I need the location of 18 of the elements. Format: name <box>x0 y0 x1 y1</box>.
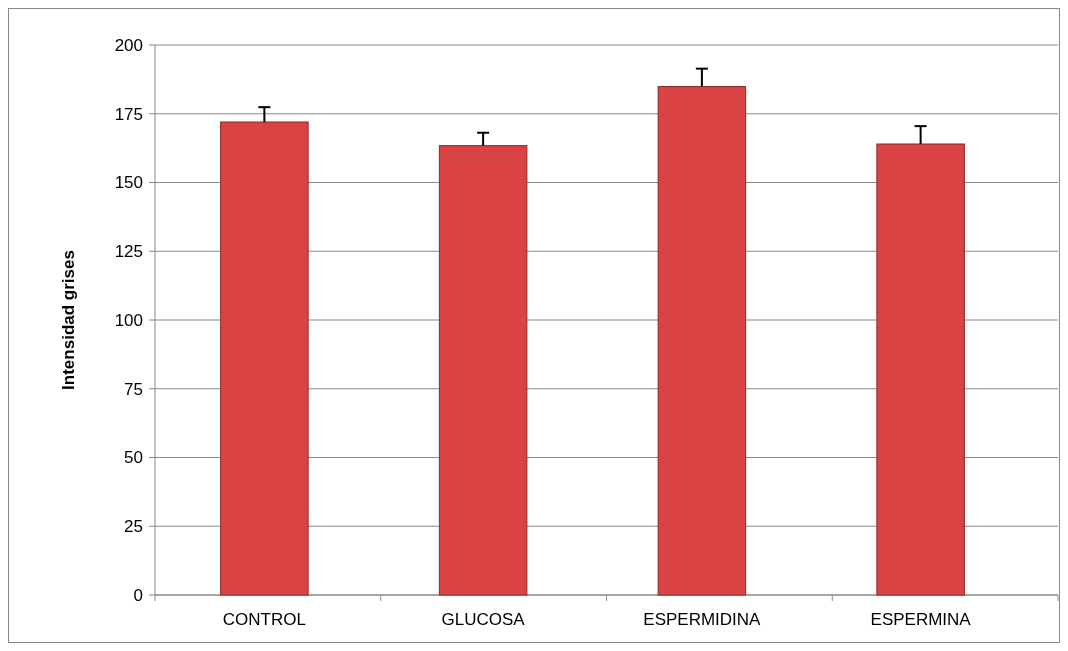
y-tick-label: 50 <box>124 448 143 468</box>
y-tick-label: 75 <box>124 379 143 399</box>
y-tick-label: 200 <box>114 35 143 55</box>
y-tick-label: 150 <box>114 173 143 193</box>
y-tick-label: 0 <box>133 585 143 605</box>
bar <box>876 143 965 596</box>
bar <box>438 145 528 596</box>
y-tick-label: 100 <box>114 310 143 330</box>
y-tick-label: 125 <box>114 242 143 262</box>
x-tick-label: ESPERMINA <box>870 610 972 629</box>
y-tick-label: 25 <box>124 517 143 537</box>
x-tick-label: GLUCOSA <box>441 610 526 629</box>
x-tick-label: CONTROL <box>222 610 306 629</box>
y-tick-label: 175 <box>114 104 143 124</box>
x-tick-label: ESPERMIDINA <box>643 610 762 629</box>
bar <box>657 86 747 596</box>
bar <box>220 121 309 596</box>
y-axis-title: Intensidad grises <box>59 250 78 390</box>
